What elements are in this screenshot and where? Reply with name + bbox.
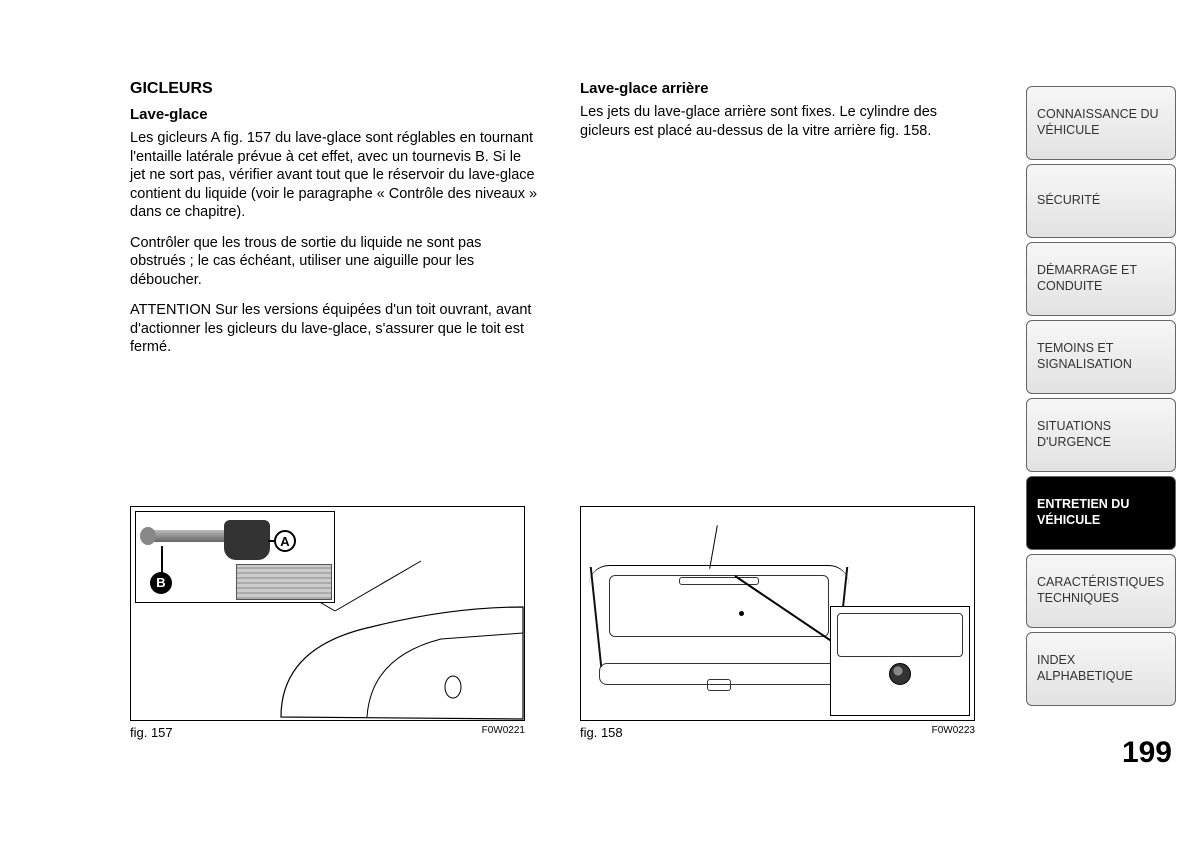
figure-157: A B fig. 157 F0W0221 xyxy=(130,506,525,740)
subsection-title: Lave-glace arrière xyxy=(580,80,990,97)
section-tab[interactable]: TEMOINS ET SIGNALISATION xyxy=(1026,320,1176,394)
callout-b: B xyxy=(150,572,172,594)
callout-line xyxy=(161,546,163,574)
paragraph: ATTENTION Sur les versions équipées d'un… xyxy=(130,301,540,357)
car-rear-outline xyxy=(589,547,849,677)
section-tab[interactable]: SÉCURITÉ xyxy=(1026,164,1176,238)
section-tab[interactable]: CONNAISSANCE DU VÉHICULE xyxy=(1026,86,1176,160)
paragraph: Les gicleurs A fig. 157 du lave-glace so… xyxy=(130,129,540,222)
page-number: 199 xyxy=(1122,736,1172,770)
section-title: GICLEURS xyxy=(130,80,540,98)
washer-jet-dot xyxy=(739,611,744,616)
figure-caption: fig. 158 F0W0223 xyxy=(580,725,975,740)
section-tab[interactable]: ENTRETIEN DU VÉHICULE xyxy=(1026,476,1176,550)
figure-code: F0W0221 xyxy=(482,725,525,740)
figure-158-image xyxy=(580,506,975,721)
figure-157-image: A B xyxy=(130,506,525,721)
figure-number: fig. 157 xyxy=(130,725,173,740)
right-column: Lave-glace arrière Les jets du lave-glac… xyxy=(580,80,990,740)
section-tabs: CONNAISSANCE DU VÉHICULESÉCURITÉDÉMARRAG… xyxy=(1026,86,1176,710)
paragraph: Contrôler que les trous de sortie du liq… xyxy=(130,234,540,290)
figure-number: fig. 158 xyxy=(580,725,623,740)
section-tab[interactable]: INDEX ALPHABETIQUE xyxy=(1026,632,1176,706)
content-area: GICLEURS Lave-glace Les gicleurs A fig. … xyxy=(130,80,990,740)
screwdriver-icon xyxy=(142,530,230,542)
figure-caption: fig. 157 F0W0221 xyxy=(130,725,525,740)
section-tab[interactable]: DÉMARRAGE ET CONDUITE xyxy=(1026,242,1176,316)
figure-code: F0W0223 xyxy=(932,725,975,740)
figure-158: fig. 158 F0W0223 xyxy=(580,506,975,740)
subsection-title: Lave-glace xyxy=(130,106,540,123)
antenna-icon xyxy=(709,525,718,569)
section-tab[interactable]: SITUATIONS D'URGENCE xyxy=(1026,398,1176,472)
section-tab[interactable]: CARACTÉRISTIQUES TECHNIQUES xyxy=(1026,554,1176,628)
cowl-panel-icon xyxy=(236,564,332,600)
figure-157-inset: A B xyxy=(135,511,335,603)
left-column: GICLEURS Lave-glace Les gicleurs A fig. … xyxy=(130,80,540,740)
washer-nozzle-icon xyxy=(224,520,270,560)
paragraph: Les jets du lave-glace arrière sont fixe… xyxy=(580,103,990,140)
washer-jet-icon xyxy=(889,663,911,685)
figure-158-inset xyxy=(830,606,970,716)
callout-a: A xyxy=(274,530,296,552)
